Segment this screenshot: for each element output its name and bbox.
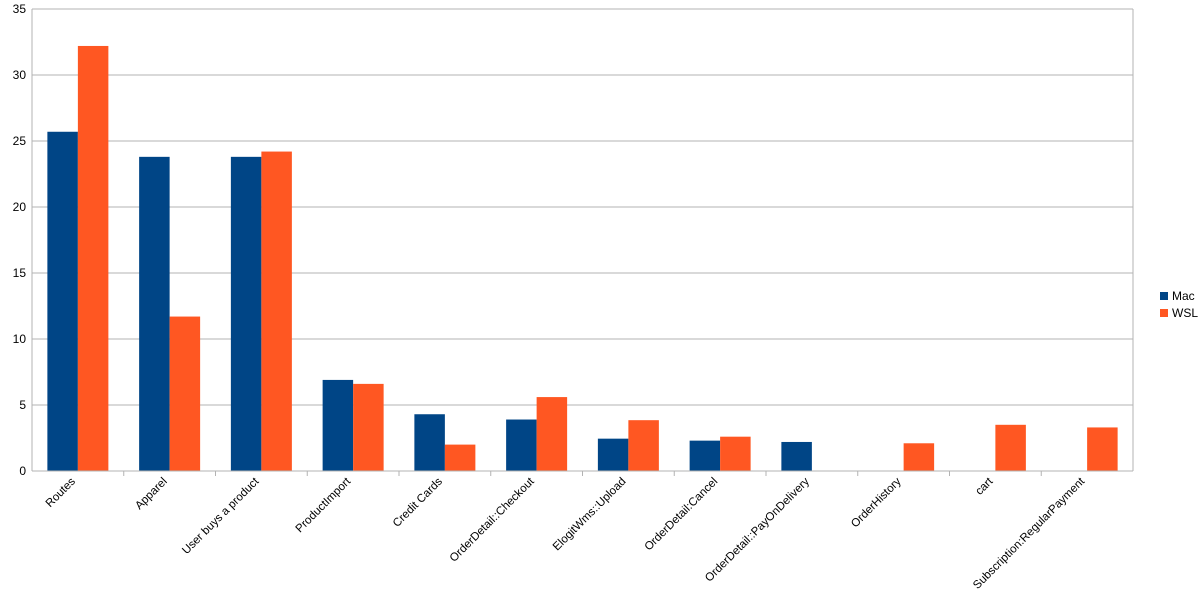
bar-wsl-orderdetail-checkout [536,397,568,471]
bar-mac-elogitwms-upload [597,438,629,471]
x-tick-label: Routes [44,475,78,509]
bar-wsl-routes [77,45,109,472]
bar-wsl-cart [995,424,1026,471]
legend-swatch-mac [1160,292,1168,300]
y-tick-label: 25 [13,134,27,148]
bar-mac-productimport [322,379,354,471]
bar-wsl-user-buys-a-product [261,151,292,471]
y-tick-label: 30 [13,68,27,82]
bar-wsl-elogitwms-upload [628,420,659,471]
y-tick-label: 5 [19,398,26,412]
y-tick-label: 20 [13,200,27,214]
x-tick-label: cart [973,475,996,498]
x-tick-label: ElogitWms::Upload [551,476,629,554]
x-tick-label: Subscription:RegularPayment [971,475,1088,592]
x-tick-label: OrderHistory [849,475,904,530]
bar-wsl-productimport [353,383,384,471]
legend-label-mac: Mac [1172,289,1195,303]
y-axis-tick-labels: 0 5 10 15 20 25 30 35 [13,2,27,478]
legend: Mac WSL [1160,289,1198,320]
x-tick-label: OrderDetail::Checkout [448,475,538,565]
y-tick-label: 0 [19,464,26,478]
bar-wsl-subscription-regularpayment [1087,427,1118,471]
y-tick-label: 10 [13,332,27,346]
bar-wsl-credit-cards [444,444,476,471]
y-tick-label: 15 [13,266,27,280]
x-tick-label: Apparel [133,476,170,513]
x-axis-tick-labels: Routes Apparel User buys a product ProductI… [44,475,1088,592]
bar-mac-orderdetail-payondelivery [781,441,812,471]
bar-wsl-apparel [169,316,201,471]
x-tick-label: ProductImport [294,475,354,535]
legend-label-wsl: WSL [1172,306,1198,320]
bar-mac-orderdetail-cancel [689,440,721,471]
legend-swatch-wsl [1160,309,1168,317]
x-tick-label: Credit Cards [391,475,445,529]
bar-wsl-orderhistory [903,443,935,471]
y-tick-label: 35 [13,2,27,16]
gridlines [32,8,1133,406]
bar-mac-orderdetail-checkout [506,419,537,471]
bar-mac-user-buys-a-product [230,156,262,471]
bar-mac-credit-cards [414,414,445,471]
bars [47,45,1118,472]
x-tick-label: OrderDetail:Cancel [643,476,721,554]
x-tick-label: OrderDetail::PayOnDelivery [703,475,812,584]
x-tick-label: User buys a product [180,475,262,557]
bar-mac-apparel [139,156,170,471]
bar-wsl-orderdetail-cancel [720,436,751,471]
axes [31,9,1134,476]
bar-mac-routes [47,131,78,471]
